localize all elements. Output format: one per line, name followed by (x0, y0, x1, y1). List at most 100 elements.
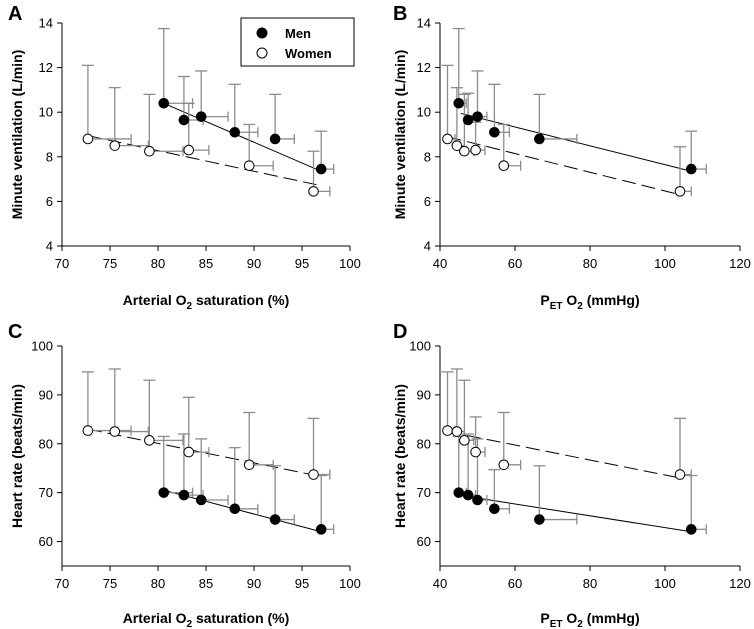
x-tick-label: 95 (295, 576, 309, 591)
women-data-point (451, 140, 463, 151)
x-tick-label: 120 (729, 576, 751, 591)
y-axis-title: Heart rate (beats/min) (9, 384, 25, 528)
men-data-point (453, 97, 465, 109)
x-axis-title-part: Arterial O (123, 610, 187, 626)
x-axis-title-part: saturation (%) (192, 292, 289, 308)
x-axis-title-subscript: 2 (577, 619, 583, 629)
x-tick-label: 75 (103, 256, 117, 271)
men-data-point (269, 514, 281, 525)
x-tick-label: 40 (433, 256, 447, 271)
women-data-point (498, 160, 510, 172)
men-data-point (685, 524, 697, 535)
y-tick-label: 60 (39, 534, 53, 549)
panel-c: C 70 75 80 85 90 95 100 60 70 80 90 100 Heart rate (b… (8, 321, 361, 629)
legend-women-label: Women (285, 46, 332, 61)
women-data-point (498, 459, 510, 471)
panel-label: D (393, 321, 407, 343)
women-data-point (308, 186, 319, 197)
y-tick-label: 4 (424, 239, 431, 254)
men-data-point (195, 494, 207, 506)
men-data-point (462, 114, 474, 126)
men-data-point (453, 487, 465, 498)
y-tick-label: 8 (46, 149, 53, 164)
panel-b: B 40 60 80 100 120 4 6 8 10 12 14 Minute ventilation… (392, 3, 751, 312)
women-data-point (82, 425, 94, 436)
men-data-point (462, 489, 474, 501)
men-data-point (534, 133, 545, 145)
x-axis-title: Arterial O2 saturation (%) (123, 610, 290, 629)
y-tick-label: 10 (39, 105, 53, 120)
x-axis-title-subscript: ET (550, 619, 563, 629)
y-tick-label: 10 (417, 105, 431, 120)
panel-label: A (8, 3, 22, 25)
x-tick-label: 120 (729, 256, 751, 271)
x-axis-title-subscript: ET (550, 301, 563, 312)
women-data-point (459, 145, 470, 157)
men-data-point (489, 503, 500, 515)
y-axis-title: Minute ventilation (L/min) (9, 50, 25, 220)
x-tick-label: 100 (339, 256, 361, 271)
legend: Men Women (240, 17, 355, 67)
x-axis-title: Arterial O2 saturation (%) (123, 292, 290, 312)
women-data-point (442, 133, 453, 145)
men-data-point (315, 163, 327, 175)
men-data-point (472, 111, 483, 122)
y-tick-label: 4 (46, 239, 53, 254)
x-tick-label: 70 (55, 256, 69, 271)
y-tick-label: 6 (424, 194, 431, 209)
x-tick-label: 100 (654, 256, 676, 271)
panel-a: A 70 75 80 85 90 95 100 4 6 8 10 12 14 Minute ventilat… (8, 3, 361, 312)
y-tick-label: 60 (417, 534, 431, 549)
x-axis-title-part: P (540, 610, 549, 626)
women-data-point (470, 446, 481, 458)
x-tick-label: 80 (583, 256, 597, 271)
x-tick-label: 60 (508, 576, 522, 591)
y-tick-label: 80 (39, 436, 53, 451)
y-tick-label: 8 (424, 149, 431, 164)
legend-men-label: Men (285, 26, 311, 41)
x-tick-label: 90 (247, 576, 261, 591)
x-tick-label: 60 (508, 256, 522, 271)
men-data-point (178, 489, 190, 501)
men-data-point (269, 133, 281, 145)
women-data-point (308, 469, 319, 480)
men-data-point (489, 126, 500, 138)
x-axis-title: PET O2 (mmHg) (540, 292, 639, 312)
men-data-point (229, 126, 241, 138)
y-tick-label: 90 (417, 387, 431, 402)
women-data-point (109, 140, 121, 151)
men-data-point (158, 97, 170, 109)
men-data-point (178, 114, 190, 126)
y-tick-label: 12 (39, 60, 53, 75)
panel-label: B (393, 3, 407, 25)
x-tick-label: 75 (103, 576, 117, 591)
panel-label: C (8, 321, 22, 343)
x-axis-title-subscript: 2 (577, 301, 583, 312)
men-data-point (472, 494, 483, 506)
women-data-point (442, 425, 453, 436)
men-fit-line (163, 489, 322, 533)
y-axis-title: Heart rate (beats/min) (392, 384, 408, 528)
y-tick-label: 100 (409, 339, 431, 354)
women-fit-line (87, 135, 317, 186)
x-tick-label: 100 (339, 576, 361, 591)
men-data-point (685, 163, 697, 175)
women-fit-line (447, 136, 681, 196)
legend-women-marker (256, 47, 268, 59)
x-tick-label: 90 (247, 256, 261, 271)
men-data-point (195, 111, 207, 122)
women-data-point (470, 144, 481, 156)
y-tick-label: 90 (39, 387, 53, 402)
x-axis-title-subscript: 2 (187, 619, 193, 629)
women-data-point (144, 145, 155, 157)
women-data-point (674, 186, 686, 197)
women-data-point (183, 144, 195, 156)
y-tick-label: 14 (417, 16, 431, 31)
y-tick-label: 80 (417, 436, 431, 451)
men-data-point (534, 514, 545, 525)
women-data-point (674, 469, 686, 480)
men-fit-line (458, 494, 692, 533)
x-tick-label: 80 (583, 576, 597, 591)
x-axis-title-part: O (563, 610, 578, 626)
